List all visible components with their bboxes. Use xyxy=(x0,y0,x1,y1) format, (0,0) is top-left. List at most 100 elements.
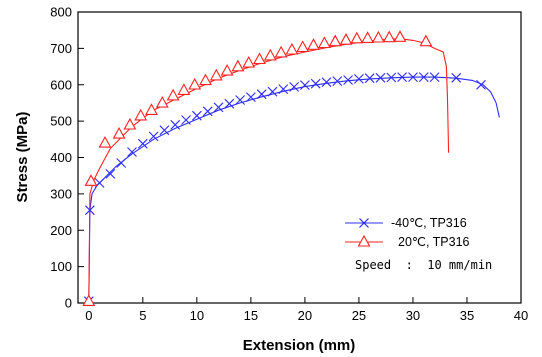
x-axis-title: Extension (mm) xyxy=(243,337,356,354)
data-point-triangle-marker xyxy=(84,174,98,186)
marker-stroke xyxy=(429,72,440,82)
marker-stroke xyxy=(267,86,278,97)
marker-stroke xyxy=(213,102,224,113)
data-point-triangle-marker xyxy=(371,30,385,43)
data-point-triangle-marker xyxy=(242,55,256,68)
data-point-x-marker xyxy=(386,72,397,83)
y-tick-label: 400 xyxy=(50,150,72,165)
data-point-x-marker xyxy=(310,78,321,89)
x-tick-label: 20 xyxy=(298,308,312,323)
data-point-x-marker xyxy=(408,72,418,82)
marker-stroke xyxy=(148,131,159,142)
data-point-x-marker xyxy=(213,102,224,113)
data-point-triangle-marker xyxy=(296,40,310,53)
data-point-x-marker xyxy=(127,147,137,157)
marker-stroke xyxy=(137,138,148,149)
legend-marker-series-2 xyxy=(357,234,371,247)
y-tick-label: 200 xyxy=(50,223,72,238)
marker-stroke xyxy=(397,72,407,82)
marker-stroke xyxy=(300,80,310,90)
marker-stroke xyxy=(332,76,343,86)
data-point-triangle-marker xyxy=(339,33,353,45)
data-point-triangle-marker xyxy=(317,36,331,49)
data-point-triangle-marker xyxy=(199,73,212,86)
marker-stroke xyxy=(408,72,418,82)
data-point-x-marker xyxy=(289,82,299,92)
marker-stroke xyxy=(278,84,289,94)
data-point-x-marker xyxy=(375,72,386,83)
marker-stroke xyxy=(127,147,137,157)
data-point-x-marker xyxy=(364,73,375,84)
marker-stroke xyxy=(85,205,95,216)
x-tick-label: 25 xyxy=(352,308,366,323)
data-point-x-marker xyxy=(105,169,116,179)
marker-stroke xyxy=(246,92,256,102)
x-tick-label: 40 xyxy=(514,308,528,323)
marker-stroke xyxy=(159,125,170,136)
data-point-x-marker xyxy=(170,119,181,130)
y-tick-label: 700 xyxy=(50,41,72,56)
data-point-triangle-marker xyxy=(188,77,202,90)
data-point-x-marker xyxy=(256,89,267,100)
y-axis-title: Stress (MPa) xyxy=(14,112,31,203)
x-tick-label: 5 xyxy=(139,308,146,323)
data-point-x-marker xyxy=(137,138,148,149)
marker-stroke xyxy=(321,77,332,88)
data-point-x-marker xyxy=(94,178,105,188)
data-point-x-marker xyxy=(116,158,127,168)
data-point-x-marker xyxy=(476,79,486,90)
data-point-x-marker xyxy=(159,125,170,136)
data-point-triangle-marker xyxy=(82,294,96,306)
marker-stroke xyxy=(235,95,245,105)
marker-stroke xyxy=(256,89,267,100)
data-point-x-marker xyxy=(343,75,353,85)
marker-stroke xyxy=(451,72,462,83)
marker-stroke xyxy=(375,72,386,83)
marker-stroke xyxy=(116,158,127,168)
series-markers xyxy=(82,30,486,307)
y-tick-label: 100 xyxy=(50,259,72,274)
axis-ticks: 0 5 10 15 20 25 30 35 40010020030040050060070080… xyxy=(50,5,528,324)
data-point-x-marker xyxy=(300,80,310,90)
y-tick-label: 800 xyxy=(50,5,72,20)
data-point-triangle-marker xyxy=(253,52,266,65)
x-tick-label: 10 xyxy=(190,308,204,323)
data-point-x-marker xyxy=(202,106,213,117)
marker-stroke xyxy=(181,115,191,125)
data-point-triangle-marker xyxy=(98,135,112,148)
data-point-triangle-marker xyxy=(393,30,407,42)
marker-stroke xyxy=(343,75,353,85)
data-point-triangle-marker xyxy=(419,34,433,47)
series-line-1 xyxy=(88,76,500,304)
data-point-triangle-marker xyxy=(155,95,169,108)
data-point-x-marker xyxy=(278,84,289,94)
data-point-x-marker xyxy=(397,72,407,82)
data-point-triangle-marker xyxy=(220,63,234,76)
data-point-triangle-marker xyxy=(231,59,245,72)
data-point-triangle-marker xyxy=(112,126,126,139)
y-tick-label: 500 xyxy=(50,114,72,129)
data-point-x-marker xyxy=(235,95,245,105)
marker-stroke xyxy=(289,82,299,92)
data-point-x-marker xyxy=(192,110,202,121)
data-point-x-marker xyxy=(354,74,364,84)
data-point-triangle-marker xyxy=(123,117,137,130)
data-point-x-marker xyxy=(148,131,159,142)
marker-stroke xyxy=(105,169,116,179)
y-tick-label: 300 xyxy=(50,186,72,201)
data-point-triangle-marker xyxy=(134,108,148,121)
data-point-triangle-marker xyxy=(177,83,191,95)
marker-stroke xyxy=(224,98,235,109)
data-point-triangle-marker xyxy=(328,34,342,47)
marker-stroke xyxy=(170,119,181,130)
legend-label-series-2: 20℃, TP316 xyxy=(398,235,470,249)
marker-stroke xyxy=(476,79,486,90)
legend-marker-series-1 xyxy=(359,218,369,228)
marker-stroke xyxy=(386,72,397,83)
x-tick-label: 35 xyxy=(460,308,474,323)
marker-stroke xyxy=(364,73,375,84)
data-point-x-marker xyxy=(321,77,332,88)
marker-stroke xyxy=(94,178,105,188)
